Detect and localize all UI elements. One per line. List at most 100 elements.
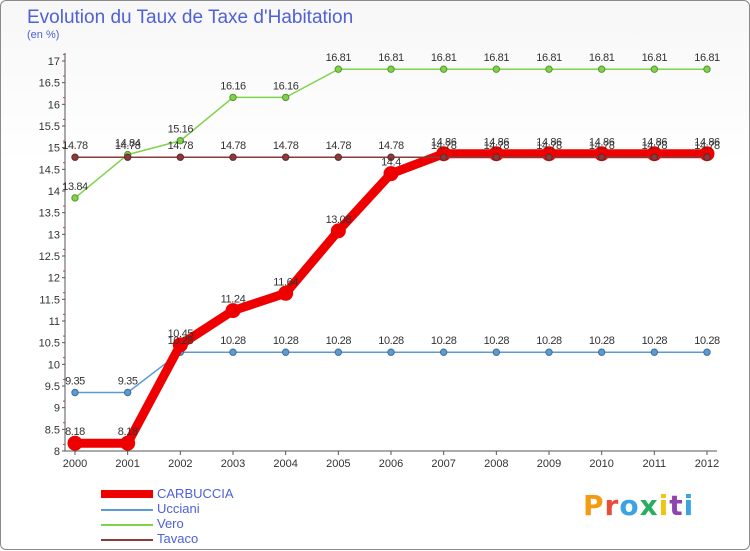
data-point <box>120 435 136 451</box>
data-label: 14.78 <box>431 140 457 152</box>
y-tick-label: 15.5 <box>39 121 60 133</box>
data-point <box>278 285 294 301</box>
data-point <box>492 153 501 161</box>
y-tick-label: 11.5 <box>39 294 60 306</box>
data-label: 10.28 <box>589 335 615 347</box>
data-point <box>387 65 395 73</box>
x-tick-label: 2007 <box>431 458 455 470</box>
logo-letter: x <box>639 489 659 522</box>
logo-letter: r <box>604 489 620 522</box>
y-tick-label: 12.5 <box>39 251 60 263</box>
legend-swatch <box>101 539 153 541</box>
data-point <box>281 348 290 356</box>
data-point <box>439 65 448 73</box>
y-tick-label: 8.5 <box>45 424 60 436</box>
data-point <box>334 65 343 73</box>
data-point <box>334 153 343 161</box>
y-tick-label: 9.5 <box>45 381 60 393</box>
data-label: 16.81 <box>326 52 352 64</box>
data-point <box>229 153 237 161</box>
x-tick-label: 2012 <box>695 458 719 470</box>
legend-swatch <box>101 490 153 498</box>
data-point <box>492 348 501 356</box>
data-label: 10.28 <box>220 335 246 347</box>
y-tick-label: 14.5 <box>39 164 60 176</box>
legend-label: Vero <box>157 516 184 531</box>
x-tick-label: 2010 <box>589 458 613 470</box>
data-label: 10.28 <box>326 335 352 347</box>
y-tick-label: 10 <box>48 359 60 371</box>
data-label: 16.81 <box>431 52 457 64</box>
data-point <box>71 194 79 202</box>
x-tick-label: 2004 <box>273 458 297 470</box>
x-tick-label: 2011 <box>643 458 667 470</box>
x-tick-label: 2003 <box>221 458 245 470</box>
data-point <box>176 137 185 145</box>
data-point <box>229 348 237 356</box>
logo-letter: P <box>583 489 605 522</box>
data-label: 16.16 <box>220 80 246 92</box>
data-label: 14.78 <box>378 140 404 152</box>
data-point <box>597 348 606 356</box>
data-label: 14.78 <box>326 140 352 152</box>
series-line <box>70 149 712 448</box>
data-label: 10.28 <box>168 335 194 347</box>
data-label: 14.86 <box>536 137 562 149</box>
data-label: 16.81 <box>694 52 720 64</box>
x-tick-label: 2008 <box>484 458 508 470</box>
data-label: 14.78 <box>694 140 720 152</box>
y-tick-label: 13.5 <box>39 208 60 220</box>
data-label: 14.78 <box>642 140 668 152</box>
logo-letter: i <box>658 489 670 522</box>
x-tick-label: 2001 <box>115 458 139 470</box>
data-label: 10.28 <box>694 335 720 347</box>
chart-title: Evolution du Taux de Taxe d'Habitation <box>27 7 354 28</box>
y-tick-label: 8 <box>54 446 60 458</box>
data-label: 16.81 <box>589 52 615 64</box>
data-label: 16.81 <box>484 52 510 64</box>
legend-swatch <box>101 524 153 526</box>
data-point <box>383 166 399 182</box>
y-tick-label: 16 <box>48 99 60 111</box>
logo-letter: o <box>619 489 640 522</box>
y-tick-label: 13 <box>48 229 60 241</box>
x-tick-label: 2009 <box>537 458 561 470</box>
series-carbuccia <box>67 146 715 451</box>
data-point <box>650 348 659 356</box>
data-point <box>387 153 395 161</box>
data-point <box>650 65 659 73</box>
data-point <box>71 388 79 397</box>
data-label: 10.28 <box>536 335 562 347</box>
legend-label: Ucciani <box>157 501 200 516</box>
y-tick-label: 10.5 <box>39 338 60 350</box>
x-tick-label: 2006 <box>379 458 403 470</box>
data-label: 9.35 <box>118 376 138 388</box>
y-tick-label: 14 <box>48 186 60 198</box>
data-point <box>650 153 659 161</box>
data-label: 14.78 <box>484 140 510 152</box>
data-label: 14.86 <box>589 137 615 149</box>
data-label: 10.28 <box>484 335 510 347</box>
data-point <box>334 348 343 356</box>
data-point <box>597 65 606 73</box>
data-point <box>703 65 711 73</box>
data-label: 11.64 <box>273 276 298 288</box>
data-point <box>703 348 711 356</box>
logo-letter: i <box>683 489 695 522</box>
data-label: 10.28 <box>642 335 668 347</box>
y-tick-label: 9 <box>54 403 60 415</box>
data-point <box>439 348 448 356</box>
y-tick-label: 16.5 <box>39 78 60 90</box>
data-label: 14.84 <box>115 138 141 150</box>
data-label: 14.78 <box>536 140 562 152</box>
data-label: 16.81 <box>378 52 404 64</box>
data-label: 16.16 <box>273 80 299 92</box>
y-unit-label: (en %) <box>27 29 60 41</box>
data-point <box>281 153 290 161</box>
data-label: 14.78 <box>62 140 88 152</box>
data-point <box>330 223 346 239</box>
data-label: 16.81 <box>642 52 668 64</box>
data-point <box>492 65 501 73</box>
data-label: 9.35 <box>65 376 85 388</box>
